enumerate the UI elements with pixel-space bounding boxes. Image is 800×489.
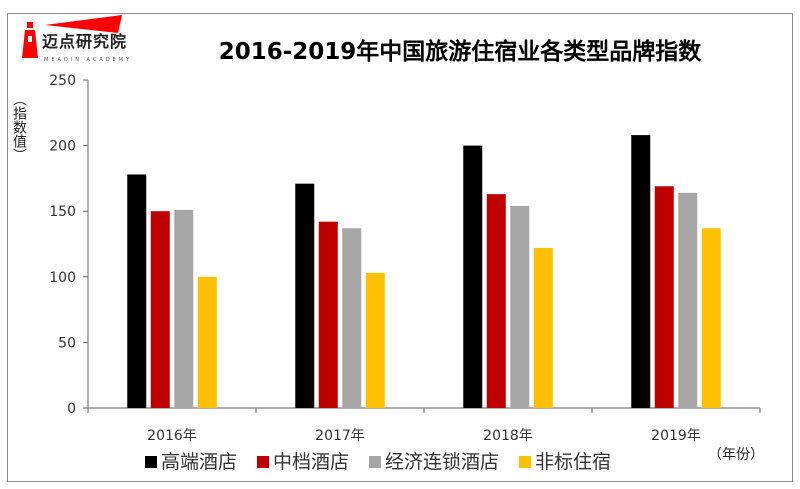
x-tick-label: 2019年: [651, 428, 701, 444]
bar-3-2016年: [174, 209, 194, 408]
bar-2-2019年: [654, 186, 674, 408]
bar-2-2017年: [318, 221, 338, 408]
logo-text: 迈点研究院: [42, 32, 128, 51]
y-tick-label: 100: [49, 270, 76, 286]
bar-3-2017年: [342, 228, 362, 408]
bar-1-2018年: [463, 145, 483, 408]
bar-2-2016年: [150, 211, 170, 408]
bar-2-2018年: [486, 194, 506, 408]
bar-4-2019年: [701, 228, 721, 408]
legend-swatch: [369, 456, 382, 468]
bar-3-2019年: [678, 192, 698, 408]
x-tick-label: 2018年: [483, 428, 533, 444]
bar-1-2017年: [295, 183, 315, 408]
y-tick-label: 50: [58, 335, 76, 351]
y-tick-label: 250: [49, 73, 76, 89]
chart-frame: [7, 13, 793, 482]
y-tick-label: 0: [67, 401, 76, 417]
logo-subtitle: MEADIN ACADEMY: [44, 57, 133, 63]
legend-item: 高端酒店: [145, 450, 237, 474]
bar-4-2016年: [197, 276, 217, 408]
legend-swatch: [257, 456, 270, 468]
legend-label: 经济连锁酒店: [385, 451, 500, 473]
x-tick-label: 2017年: [315, 428, 365, 444]
y-tick-label: 150: [49, 204, 76, 220]
legend-label: 非标住宿: [535, 451, 612, 473]
legend-item: 中档酒店: [257, 450, 349, 474]
bar-3-2018年: [510, 205, 530, 408]
bar-1-2019年: [631, 135, 651, 408]
legend-swatch: [519, 456, 532, 468]
bar-4-2017年: [365, 272, 385, 408]
x-axis-label: （年份）: [708, 447, 764, 463]
legend: 高端酒店 中档酒店 经济连锁酒店 非标住宿: [145, 450, 611, 474]
bar-4-2018年: [533, 247, 553, 408]
legend-label: 中档酒店: [273, 451, 350, 473]
legend-item: 非标住宿: [519, 450, 611, 474]
legend-item: 经济连锁酒店: [369, 450, 499, 474]
chart-title: 2016-2019年中国旅游住宿业各类型品牌指数: [218, 39, 702, 65]
y-axis-label: （指数值）: [11, 92, 27, 162]
y-tick-label: 200: [49, 139, 76, 155]
x-tick-label: 2016年: [147, 428, 197, 444]
legend-label: 高端酒店: [161, 451, 238, 473]
legend-swatch: [145, 456, 157, 468]
bar-1-2016年: [127, 174, 147, 408]
